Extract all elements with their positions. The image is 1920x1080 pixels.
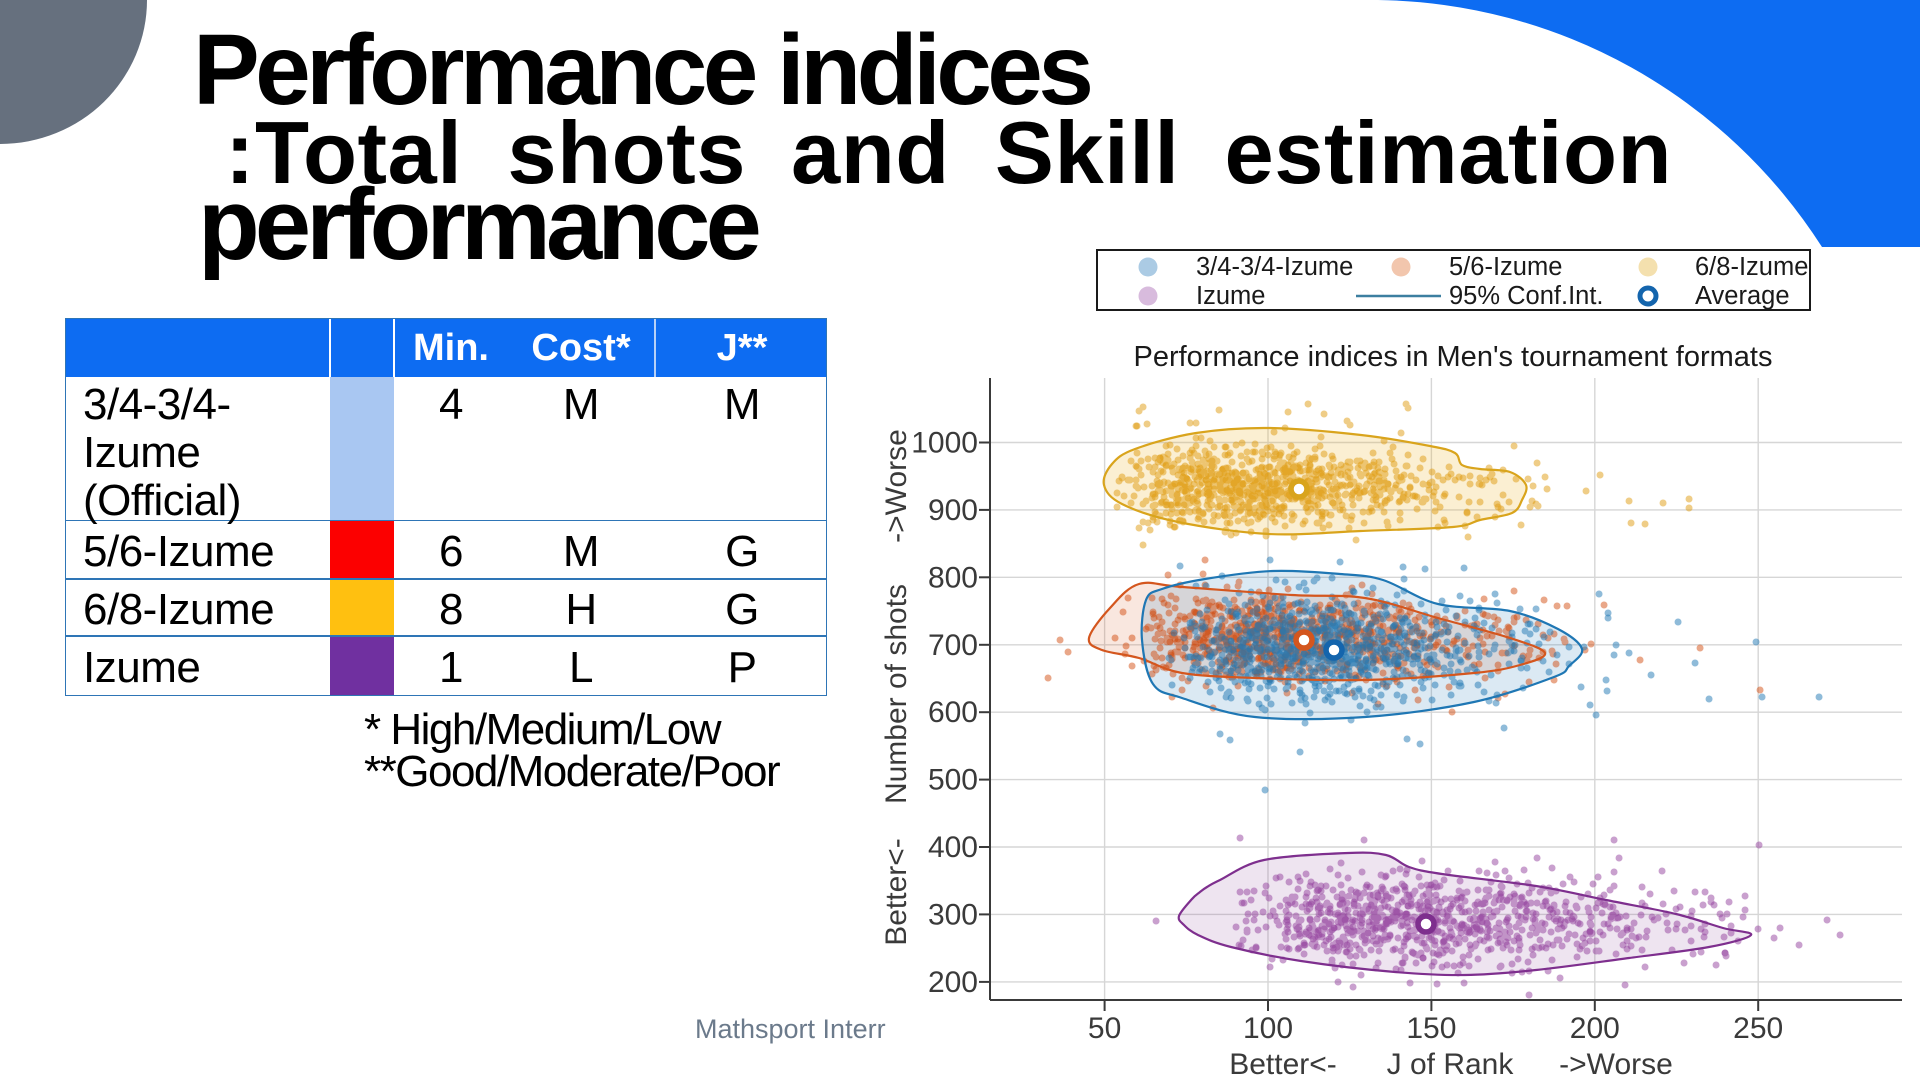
svg-text:150: 150 xyxy=(1406,1012,1456,1045)
svg-text:Izume: Izume xyxy=(1196,282,1265,310)
svg-text:200: 200 xyxy=(1570,1012,1620,1045)
svg-text:400: 400 xyxy=(928,831,978,864)
svg-text:->Worse: ->Worse xyxy=(1559,1048,1673,1080)
svg-text:50: 50 xyxy=(1088,1012,1121,1045)
svg-text:300: 300 xyxy=(928,898,978,931)
svg-text:3/4-3/4-Izume: 3/4-3/4-Izume xyxy=(1196,253,1353,281)
svg-text:900: 900 xyxy=(928,494,978,527)
svg-text:600: 600 xyxy=(928,696,978,729)
svg-text:1000: 1000 xyxy=(911,427,978,460)
svg-text:500: 500 xyxy=(928,764,978,797)
svg-text:J of Rank: J of Rank xyxy=(1387,1048,1515,1080)
svg-text:Average: Average xyxy=(1695,282,1790,310)
svg-text:200: 200 xyxy=(928,966,978,999)
svg-text:700: 700 xyxy=(928,629,978,662)
svg-text:Better<-: Better<- xyxy=(880,838,913,946)
svg-text:->Worse: ->Worse xyxy=(880,429,913,543)
svg-text:Better<-: Better<- xyxy=(1229,1048,1337,1080)
svg-text:6/8-Izume: 6/8-Izume xyxy=(1695,253,1808,281)
svg-text:250: 250 xyxy=(1733,1012,1783,1045)
svg-text:Number of shots: Number of shots xyxy=(880,584,913,804)
svg-text:800: 800 xyxy=(928,561,978,594)
svg-text:Performance indices in Men's t: Performance indices in Men's tournament … xyxy=(1134,341,1773,373)
svg-text:100: 100 xyxy=(1243,1012,1293,1045)
svg-text:95% Conf.Int.: 95% Conf.Int. xyxy=(1449,282,1604,310)
svg-text:5/6-Izume: 5/6-Izume xyxy=(1449,253,1562,281)
